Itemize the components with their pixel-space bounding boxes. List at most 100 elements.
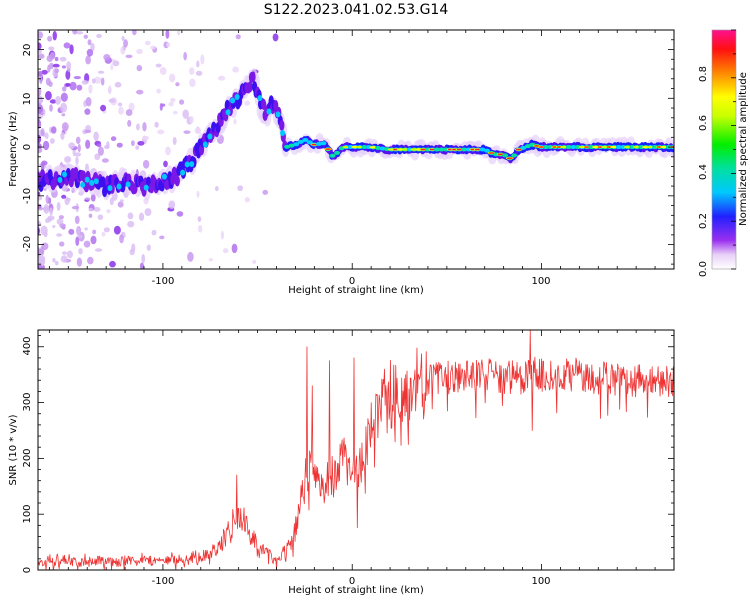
spectrogram-noise-blob [208, 258, 213, 262]
spectrogram-noise-blob [138, 212, 145, 221]
spectrogram-noise-blob [38, 49, 43, 55]
spectrogram-noise-blob [83, 240, 91, 248]
snr-xtick-0: 0 [349, 576, 355, 587]
spectrogram-noise-blob [49, 104, 53, 112]
colorbar: 0.0 0.2 0.4 0.6 0.8 Normalized spectral … [698, 29, 749, 277]
spectrogram-noise-blob [59, 56, 67, 62]
spectrogram-noise-blob [84, 108, 91, 115]
spectrogram-ridge-hotspot [629, 145, 636, 150]
spectrogram-ridge-hotspot [315, 141, 322, 146]
spectrogram-ridge-hotspot [266, 108, 272, 115]
spectrogram-ridge-hotspot [547, 145, 554, 150]
spectrogram-noise-blob [83, 34, 88, 39]
spectrogram-ridge-hotspot [379, 146, 386, 151]
spectrogram-ridge-hotspot [89, 179, 95, 186]
spectrogram-noise-blob [154, 121, 159, 128]
chart-title: S122.2023.041.02.53.G14 [263, 2, 449, 18]
spectrogram-ridge-max [515, 148, 522, 151]
spectrogram-noise-blob [38, 70, 43, 77]
spectrogram-noise-blob [125, 109, 133, 117]
spectrogram-noise-blob [179, 99, 185, 105]
spectrogram-noise-blob [136, 89, 144, 95]
spectrogram-frame [37, 29, 675, 270]
spectrogram-noise-blob [94, 153, 101, 161]
spectrogram-noise-blob [119, 199, 124, 203]
spectrogram-noise-blob [198, 225, 203, 233]
spectrogram-ridge-hotspot [652, 145, 659, 150]
spectrogram-noise-blob [45, 90, 52, 101]
spectrogram-noise-blob [189, 115, 194, 124]
spectrogram-ridge-hotspot [361, 145, 368, 150]
spectrogram-noise-blob [200, 54, 205, 65]
spectrogram-noise-blob [176, 211, 184, 217]
spectrogram-noise-blob [64, 156, 72, 163]
spectrogram-ridge-max [324, 148, 331, 150]
spectrogram-noise-blob [58, 215, 64, 220]
spectrogram-ridge-hotspot [257, 95, 263, 102]
spectrogram-ridge-hotspot [143, 184, 149, 191]
spectrogram-noise-blob [84, 227, 88, 231]
spectrogram-ridge-hotspot [329, 153, 336, 158]
spectrogram-noise-blob [38, 203, 42, 209]
spectrogram-ridge-hotspot [207, 133, 213, 140]
spectrogram-noise-blob [231, 243, 238, 254]
spectrogram-ridge-hotspot [406, 147, 413, 152]
spectrogram-noise-blob [84, 197, 91, 201]
spectrogram-noise-blob [56, 218, 64, 225]
colorbar-tick-0-8: 0.8 [698, 66, 709, 82]
spectrogram-noise-blob [159, 67, 167, 75]
spectrogram-ridge-hotspot [374, 145, 381, 150]
spectrogram-noise-blob [137, 140, 145, 146]
spectrogram-noise-blob [97, 146, 104, 156]
spectrogram-noise-blob [61, 86, 67, 92]
spectrogram-noise-blob [168, 200, 176, 209]
spectrogram-noise-blob [214, 185, 219, 192]
spectrogram-noise-blob [88, 213, 93, 218]
spectrogram-noise-blob [52, 225, 56, 229]
spectrogram-ridge-hotspot [107, 185, 113, 192]
spectrogram-noise-blob [144, 40, 151, 46]
spectrogram-noise-blob [96, 143, 102, 148]
spectrogram-noise-blob [81, 80, 89, 85]
spectrogram-noise-blob [235, 34, 241, 40]
spectrogram-ridge-hotspot [511, 153, 518, 158]
spectrogram-noise-blob [72, 30, 78, 35]
spectrogram-noise-blob [195, 70, 203, 76]
snr-xtick-100: 100 [531, 576, 550, 587]
spectrogram-noise-blob [94, 76, 102, 84]
spectrogram-noise-blob [172, 110, 178, 115]
spectrogram-noise-blob [92, 229, 97, 235]
spectrogram-noise-blob [69, 44, 74, 55]
spectrogram-noise-blob [64, 196, 70, 206]
spectrogram-ridge-max [583, 146, 590, 148]
spectrogram-noise-blob [163, 160, 168, 168]
spectrogram-noise-blob [49, 99, 57, 104]
spectrogram-noise-blob [183, 130, 191, 134]
spectrogram-noise-blob [232, 66, 239, 73]
snr-ytick-100: 100 [22, 504, 33, 523]
spectrogram-noise-blob [49, 51, 56, 60]
spectrogram-noise-blob [61, 122, 69, 132]
spectrogram-noise-blob [119, 234, 124, 244]
spectrogram-noise-blob [108, 85, 112, 95]
spectrogram-ridge-hotspot [234, 93, 240, 100]
spectrogram-noise-blob [155, 63, 162, 68]
snr-ytick-0: 0 [22, 567, 33, 573]
spectrogram-noise-blob [78, 248, 83, 255]
spectrogram-ridge-hotspot [434, 147, 441, 152]
spectrogram-noise-blob [66, 250, 73, 259]
spectrogram-ridge-max [488, 152, 495, 154]
spectrogram-ridge-max [474, 148, 481, 151]
spectrogram-noise-blob [77, 143, 81, 153]
spectrogram-noise-blob [48, 46, 55, 51]
spectrogram-ridge-hotspot [80, 181, 86, 188]
spectrogram-ridge-core [247, 81, 253, 93]
spectrogram-noise-blob [44, 132, 49, 140]
spectrogram-ridge-max [311, 143, 318, 146]
spectrogram-noise-blob [61, 194, 67, 199]
spectrogram-noise-blob [74, 152, 82, 157]
spectrogram-noise-blob [114, 81, 122, 88]
snr-frame [37, 329, 675, 571]
spectrogram-ytick-neg10: -10 [22, 188, 33, 204]
spectrogram-noise-blob [151, 229, 157, 236]
